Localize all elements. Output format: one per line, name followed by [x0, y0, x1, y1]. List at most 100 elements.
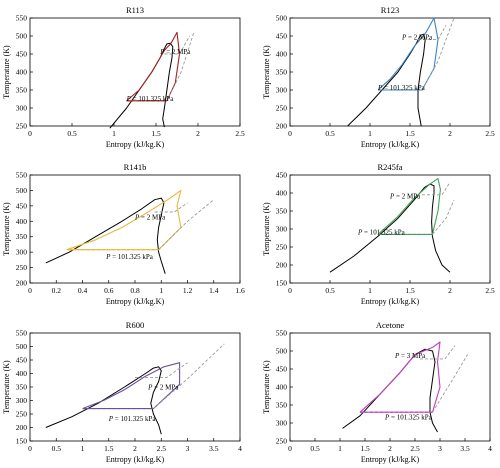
- x-tick-label: 2.5: [157, 444, 167, 453]
- x-tick-label: 3: [186, 444, 190, 453]
- pressure-annotation: P = 2 MPa: [134, 214, 166, 222]
- x-tick-label: 1.5: [405, 286, 415, 295]
- pressure-annotation: P = 101.325 kPa: [105, 253, 154, 261]
- plot-frame: [29, 332, 241, 442]
- y-tick-label: 450: [16, 356, 28, 365]
- x-tick-label: 4: [488, 444, 492, 453]
- y-tick-label: 400: [16, 68, 28, 77]
- series-high-pressure-line: [420, 345, 456, 360]
- pressure-annotation: P = 101.325 kPa: [108, 415, 157, 423]
- y-tick-label: 200: [16, 279, 28, 288]
- series-high-pressure-line: [164, 35, 190, 55]
- y-tick-label: 300: [16, 396, 28, 405]
- series-dome: [329, 183, 451, 273]
- x-tick-label: 2: [133, 444, 137, 453]
- y-tick-label: 450: [276, 365, 288, 374]
- x-axis-label: Entropy (kJ/kg.K): [106, 297, 165, 306]
- x-tick-label: 0: [288, 444, 292, 453]
- y-tick-label: 350: [276, 401, 288, 410]
- y-tick-label: 500: [276, 14, 288, 23]
- x-tick-label: 0.5: [310, 444, 320, 453]
- x-axis-label: Entropy (kJ/kg.K): [361, 140, 420, 149]
- x-tick-label: 1: [338, 444, 342, 453]
- x-axis-label: Entropy (kJ/kg.K): [106, 455, 165, 464]
- y-tick-label: 400: [276, 383, 288, 392]
- y-tick-label: 350: [16, 232, 28, 241]
- x-tick-label: 0.5: [325, 129, 335, 138]
- y-axis-label: Temperature (K): [2, 45, 11, 99]
- pressure-annotation: P = 101.325 kPa: [384, 413, 433, 421]
- chart-title: R113: [126, 5, 144, 15]
- y-tick-label: 500: [276, 347, 288, 356]
- x-tick-label: 4: [238, 444, 242, 453]
- series-cycle: [377, 17, 439, 91]
- y-tick-label: 300: [276, 86, 288, 95]
- chart-panel-5: R600 0 0.5 1 1.5 2 2.5 3 3.5 4 150 200 250 300 350 400 4…: [2, 320, 242, 464]
- chart-title: R245fa: [377, 162, 402, 172]
- y-axis-label: Temperature (K): [262, 360, 271, 414]
- y-tick-label: 200: [276, 261, 288, 270]
- chart-title: R123: [381, 5, 399, 15]
- plot-frame: [289, 332, 491, 442]
- x-tick-label: 3.5: [460, 444, 470, 453]
- x-tick-label: 0: [28, 129, 32, 138]
- y-tick-label: 550: [16, 329, 28, 338]
- x-tick-label: 2: [448, 286, 452, 295]
- x-tick-label: 1: [112, 129, 116, 138]
- y-tick-label: 450: [16, 50, 28, 59]
- series-low-pressure-line: [421, 17, 455, 91]
- y-tick-label: 200: [16, 423, 28, 432]
- x-tick-label: 2.5: [235, 129, 245, 138]
- x-axis-label: Entropy (kJ/kg.K): [106, 140, 165, 149]
- y-tick-label: 150: [276, 279, 288, 288]
- x-tick-label: 2: [196, 129, 200, 138]
- y-tick-label: 550: [16, 171, 28, 180]
- series-low-pressure-line: [432, 200, 455, 235]
- plot-frame: [29, 174, 241, 284]
- plot-frame: [29, 17, 241, 127]
- y-tick-label: 400: [16, 217, 28, 226]
- series-cycle: [359, 341, 441, 413]
- x-tick-label: 2.5: [410, 444, 420, 453]
- x-tick-label: 0.2: [52, 286, 62, 295]
- pressure-annotation: P = 2 MPa: [401, 34, 433, 42]
- chart-panel-1: R113 0 0.5 1 1.5 2 2.5 250 300 350 400 450 500 550 Ent…: [2, 5, 245, 149]
- y-tick-label: 450: [276, 32, 288, 41]
- x-tick-label: 1.5: [104, 444, 114, 453]
- y-tick-label: 350: [16, 383, 28, 392]
- x-tick-label: 1: [81, 444, 85, 453]
- x-tick-label: 0.5: [67, 129, 77, 138]
- series-dome: [347, 33, 426, 127]
- series-cycle: [126, 31, 181, 102]
- x-tick-label: 3.5: [209, 444, 219, 453]
- x-tick-label: 1.4: [209, 286, 219, 295]
- x-tick-label: 2.5: [485, 129, 495, 138]
- x-tick-label: 0.5: [52, 444, 62, 453]
- x-tick-label: 1.2: [183, 286, 193, 295]
- y-tick-label: 150: [16, 437, 28, 446]
- chart-title: R141b: [124, 162, 147, 172]
- x-tick-label: 1: [368, 129, 372, 138]
- x-tick-label: 2.5: [485, 286, 495, 295]
- series-low-pressure-line: [158, 199, 214, 251]
- series-low-pressure-line: [166, 32, 195, 102]
- y-tick-label: 400: [276, 50, 288, 59]
- chart-panel-6: Acetone 0 0.5 1 1.5 2 2.5 3 3.5 4 250 300 350 400 450 5…: [262, 320, 492, 464]
- y-tick-label: 300: [276, 225, 288, 234]
- pressure-annotation: P = 2 MPa: [147, 384, 179, 392]
- x-tick-label: 1: [368, 286, 372, 295]
- pressure-annotation: P = 2 MPa: [389, 192, 421, 200]
- y-tick-label: 300: [276, 419, 288, 428]
- x-tick-label: 0.4: [78, 286, 88, 295]
- x-tick-label: 1.5: [405, 129, 415, 138]
- series-low-pressure-line: [432, 354, 468, 413]
- chart-title: Acetone: [376, 320, 405, 330]
- series-low-pressure-line: [153, 343, 225, 409]
- x-tick-label: 0.5: [325, 286, 335, 295]
- chart-panel-2: R123 0 0.5 1 1.5 2 2.5 200 250 300 350 400 450 500 Ent…: [262, 5, 495, 149]
- pressure-annotation: P = 101.325 kPa: [357, 228, 406, 236]
- y-tick-label: 250: [16, 410, 28, 419]
- x-tick-label: 2: [448, 129, 452, 138]
- y-tick-label: 250: [16, 122, 28, 131]
